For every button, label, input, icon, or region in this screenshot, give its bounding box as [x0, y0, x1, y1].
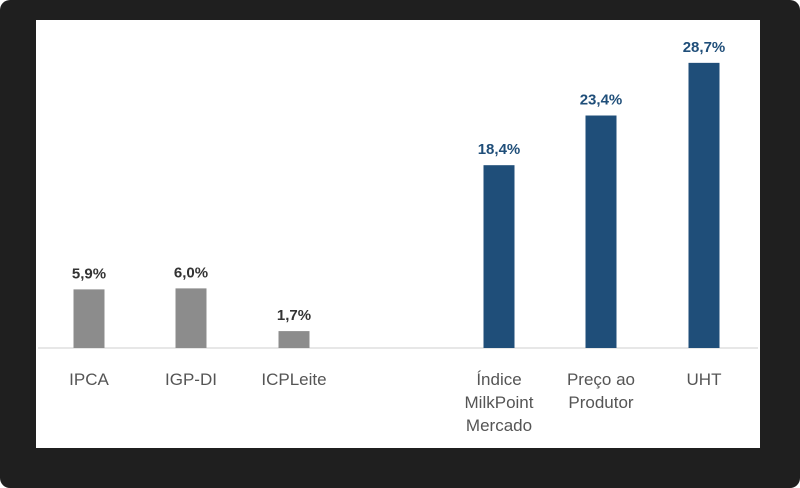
category-label-1: IGP-DI — [165, 370, 217, 389]
category-label-line: Índice — [476, 370, 521, 389]
data-label-3: 18,4% — [478, 141, 521, 158]
category-label-line: ICPLeite — [261, 370, 326, 389]
category-label-5: UHT — [687, 370, 722, 389]
category-label-4: Preço ao Produtor — [567, 370, 635, 412]
data-label-4: 23,4% — [580, 92, 623, 109]
category-label-line: Produtor — [568, 393, 634, 412]
bar-chart: 5,9% IPCA 6,0% IGP-DI 1,7% ICPLeite 18,4% Índic… — [38, 39, 758, 435]
data-label-5: 28,7% — [683, 39, 726, 56]
bar-1 — [175, 288, 207, 348]
category-label-line: Preço ao — [567, 370, 635, 389]
bar-2 — [278, 331, 310, 348]
bar-5 — [688, 62, 720, 348]
category-label-line: UHT — [687, 370, 722, 389]
chart-panel: 5,9% IPCA 6,0% IGP-DI 1,7% ICPLeite 18,4% Índic… — [36, 20, 760, 448]
category-label-line: IGP-DI — [165, 370, 217, 389]
bar-0 — [73, 289, 105, 348]
data-label-2: 1,7% — [277, 307, 311, 324]
bar-3 — [483, 165, 515, 348]
data-label-0: 5,9% — [72, 265, 106, 282]
category-label-3: Índice MilkPoint Mercado — [465, 370, 534, 435]
category-label-0: IPCA — [69, 370, 109, 389]
bar-4 — [585, 115, 617, 348]
category-label-line: MilkPoint — [465, 393, 534, 412]
category-label-line: IPCA — [69, 370, 109, 389]
category-label-2: ICPLeite — [261, 370, 326, 389]
category-label-line: Mercado — [466, 416, 532, 435]
data-label-1: 6,0% — [174, 264, 208, 281]
